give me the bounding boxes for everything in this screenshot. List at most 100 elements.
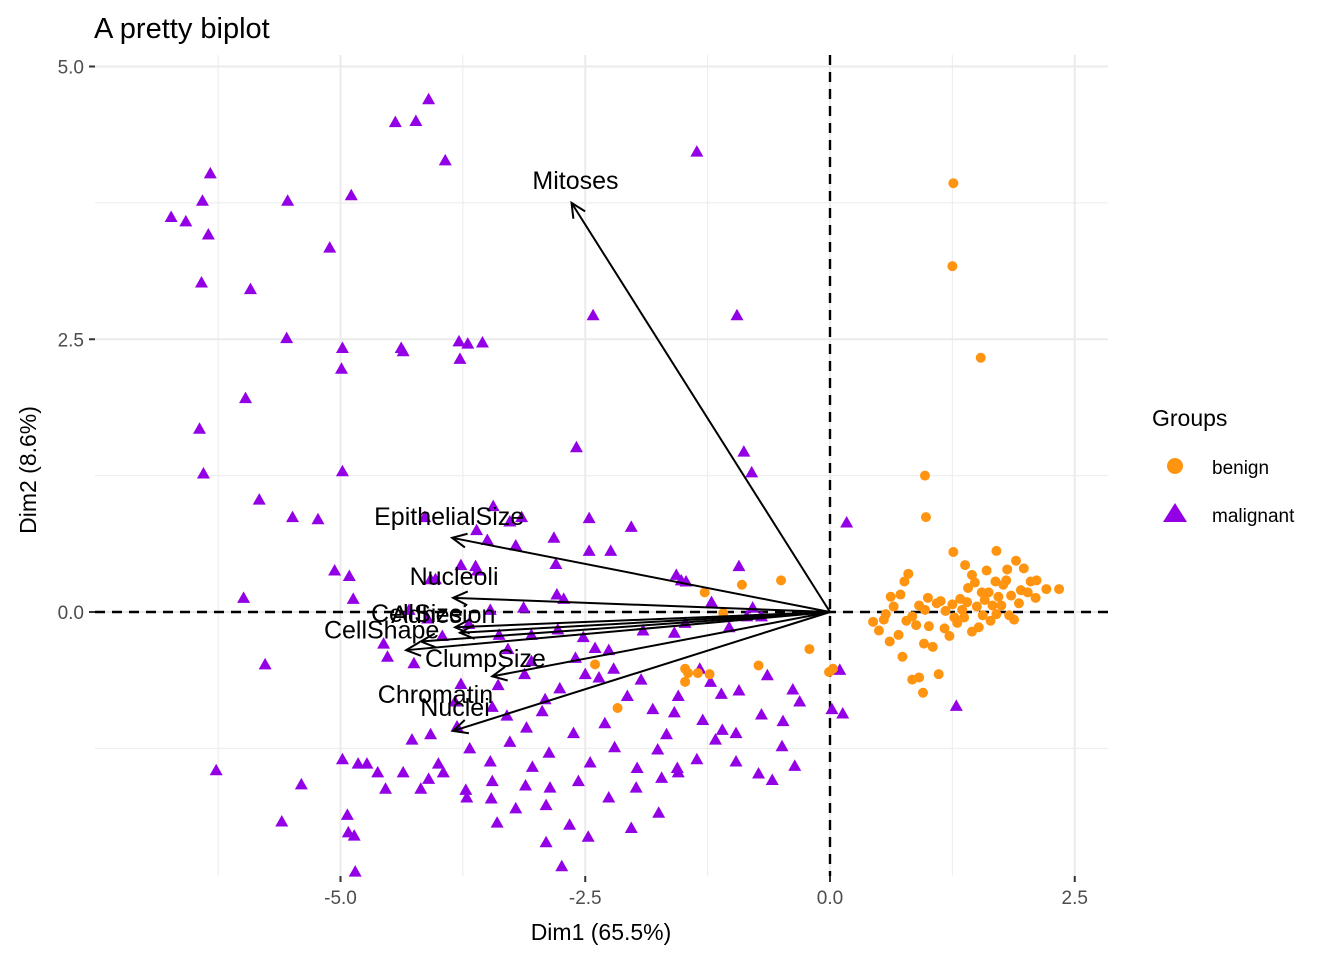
- point-malignant: [660, 727, 674, 740]
- variable-label-cellshape: CellShape: [324, 616, 439, 644]
- point-benign: [901, 615, 912, 626]
- point-malignant: [209, 763, 223, 776]
- point-malignant: [480, 533, 494, 545]
- point-benign: [873, 625, 884, 636]
- point-malignant: [765, 773, 779, 786]
- point-malignant: [708, 733, 722, 745]
- arrow-mitoses: [570, 202, 831, 613]
- y-tick-label: 5.0: [58, 58, 84, 79]
- point-malignant: [520, 721, 534, 733]
- point-malignant: [509, 801, 523, 814]
- point-malignant: [788, 759, 802, 771]
- point-malignant: [646, 702, 660, 715]
- point-malignant: [620, 689, 634, 702]
- arrowhead-mitoses: [570, 200, 586, 219]
- point-benign: [1054, 584, 1065, 595]
- point-benign: [1011, 555, 1022, 566]
- point-benign: [680, 676, 691, 687]
- point-malignant: [459, 783, 473, 795]
- point-benign: [935, 596, 946, 607]
- point-malignant: [435, 629, 449, 642]
- legend-title: Groups: [1152, 405, 1227, 431]
- point-benign: [1013, 598, 1024, 609]
- point-malignant: [286, 510, 300, 523]
- point-benign: [590, 659, 601, 670]
- point-benign: [824, 667, 835, 678]
- point-malignant: [483, 603, 497, 615]
- point-malignant: [539, 798, 553, 811]
- point-benign: [885, 591, 896, 602]
- point-malignant: [490, 816, 504, 828]
- arrowhead-cellshape: [418, 632, 437, 649]
- point-benign: [888, 601, 899, 612]
- point-malignant: [379, 782, 393, 794]
- arrow-cellshape: [420, 611, 831, 643]
- point-malignant: [607, 662, 621, 674]
- point-benign: [977, 610, 988, 621]
- arrowhead-chromatin: [489, 666, 508, 682]
- legend-label-malignant: malignant: [1212, 506, 1295, 527]
- point-malignant: [752, 766, 766, 779]
- point-malignant: [351, 757, 365, 769]
- point-malignant: [732, 559, 746, 572]
- point-benign: [699, 587, 710, 598]
- point-malignant: [634, 673, 648, 685]
- point-malignant: [836, 706, 850, 719]
- point-malignant: [535, 704, 549, 717]
- point-benign: [947, 261, 958, 272]
- reference-lines: [95, 55, 1108, 876]
- point-benign: [948, 178, 959, 189]
- point-malignant: [485, 774, 499, 787]
- y-tick-label: 2.5: [58, 330, 84, 351]
- point-malignant: [503, 735, 517, 747]
- point-malignant: [360, 757, 374, 769]
- y-axis-title: Dim2 (8.6%): [15, 406, 41, 534]
- point-benign: [933, 669, 944, 680]
- x-tick-label: -2.5: [569, 888, 602, 909]
- point-malignant: [840, 516, 854, 528]
- point-malignant: [543, 781, 557, 793]
- variable-arrows: Mitoses EpithelialSize Nucleoli CellSizeAdh…: [324, 167, 831, 735]
- point-malignant: [630, 761, 644, 774]
- point-malignant: [452, 334, 466, 347]
- point-malignant: [203, 166, 217, 179]
- point-malignant: [193, 422, 207, 434]
- point-malignant: [179, 214, 193, 227]
- point-benign: [1001, 575, 1012, 586]
- arrow-nuclei: [452, 611, 831, 732]
- point-malignant: [825, 702, 839, 715]
- point-malignant: [705, 595, 719, 608]
- point-benign: [612, 703, 623, 714]
- point-malignant: [786, 682, 800, 695]
- point-malignant: [517, 601, 531, 613]
- point-malignant: [334, 362, 348, 374]
- variable-label-epithelialsize: EpithelialSize: [374, 503, 524, 531]
- point-malignant: [714, 687, 728, 699]
- point-malignant: [652, 806, 666, 818]
- point-benign: [940, 605, 951, 616]
- point-benign: [976, 587, 987, 598]
- variable-label-chromatin: Chromatin: [378, 681, 493, 709]
- point-malignant: [463, 741, 477, 754]
- point-malignant: [344, 188, 358, 201]
- point-benign: [899, 576, 910, 587]
- point-benign: [920, 512, 931, 523]
- point-malignant: [341, 825, 355, 838]
- point-malignant: [469, 559, 483, 572]
- point-malignant: [486, 499, 500, 512]
- point-malignant: [396, 765, 410, 778]
- point-malignant: [547, 531, 561, 543]
- point-benign: [911, 620, 922, 631]
- point-benign: [960, 560, 971, 571]
- arrow-chromatin: [492, 611, 831, 678]
- point-malignant: [196, 466, 210, 479]
- point-benign: [680, 663, 691, 674]
- point-malignant: [715, 723, 729, 735]
- point-malignant: [377, 637, 391, 649]
- legend-label-benign: benign: [1212, 458, 1269, 479]
- point-benign: [903, 568, 914, 579]
- point-benign: [914, 672, 925, 683]
- point-malignant: [775, 739, 789, 752]
- point-benign: [991, 545, 1002, 556]
- x-tick-label: 0.0: [817, 888, 843, 909]
